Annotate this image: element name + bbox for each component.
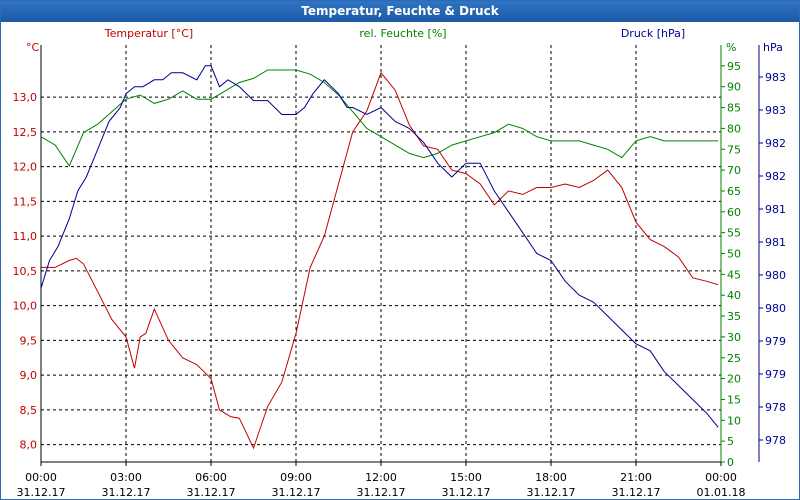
tick-label-time: 18:00 <box>535 471 567 484</box>
tick-label-temp: 12,0 <box>13 161 38 174</box>
tick-label-humidity: 35 <box>727 310 741 323</box>
tick-label-temp: 9,0 <box>20 369 38 382</box>
tick-label-pressure: 978 <box>765 401 786 414</box>
tick-label-humidity: 5 <box>727 435 734 448</box>
tick-label-humidity: 75 <box>727 143 741 156</box>
tick-label-date: 31.12.17 <box>612 486 661 499</box>
tick-label-date: 31.12.17 <box>17 486 66 499</box>
tick-label-date: 01.01.18 <box>697 486 746 499</box>
tick-label-humidity: 40 <box>727 289 741 302</box>
tick-label-date: 31.12.17 <box>102 486 151 499</box>
tick-label-pressure: 982 <box>765 137 786 150</box>
tick-label-time: 12:00 <box>365 471 397 484</box>
tick-label-humidity: 10 <box>727 414 741 427</box>
tick-label-humidity: 30 <box>727 331 741 344</box>
tick-label-humidity: 65 <box>727 185 741 198</box>
tick-label-humidity: 60 <box>727 206 741 219</box>
tick-label-pressure: 983 <box>765 104 786 117</box>
tick-label-humidity: 85 <box>727 102 741 115</box>
tick-label-date: 31.12.17 <box>272 486 321 499</box>
tick-label-pressure: 980 <box>765 269 786 282</box>
tick-label-temp: 8,5 <box>20 404 38 417</box>
tick-label-pressure: 982 <box>765 170 786 183</box>
tick-label-humidity: 55 <box>727 227 741 240</box>
tick-label-temp: 12,5 <box>13 126 38 139</box>
series-line-temp <box>41 71 719 450</box>
tick-label-temp: 13,0 <box>13 91 38 104</box>
window-title: Temperatur, Feuchte & Druck <box>1 1 799 22</box>
series-lines <box>40 65 719 450</box>
legend-temp: Temperatur [°C] <box>104 27 193 40</box>
legend-humidity: rel. Feuchte [%] <box>359 27 446 40</box>
tick-label-humidity: 95 <box>727 60 741 73</box>
tick-label-humidity: 80 <box>727 122 741 135</box>
ticks: 8,0 8,5 9,0 9,5 10,0 10,5 11,0 11,5 12,0 12,5 13,0… <box>13 60 787 499</box>
tick-label-temp: 11,0 <box>13 230 38 243</box>
tick-label-pressure: 979 <box>765 335 786 348</box>
tick-label-pressure: 983 <box>765 71 786 84</box>
tick-label-time: 00:00 <box>25 471 57 484</box>
tick-label-humidity: 70 <box>727 164 741 177</box>
tick-label-time: 00:00 <box>705 471 737 484</box>
tick-label-temp: 11,5 <box>13 195 38 208</box>
legend-pressure: Druck [hPa] <box>621 27 685 40</box>
tick-label-humidity: 45 <box>727 268 741 281</box>
tick-label-pressure: 981 <box>765 236 786 249</box>
tick-label-pressure: 981 <box>765 203 786 216</box>
tick-label-date: 31.12.17 <box>527 486 576 499</box>
tick-label-time: 09:00 <box>280 471 312 484</box>
tick-label-date: 31.12.17 <box>357 486 406 499</box>
tick-label-temp: 10,5 <box>13 265 38 278</box>
series-line-hum <box>40 69 719 167</box>
tick-label-pressure: 979 <box>765 368 786 381</box>
tick-label-humidity: 90 <box>727 81 741 94</box>
tick-label-humidity: 20 <box>727 373 741 386</box>
unit-humidity: % <box>726 41 736 54</box>
tick-label-humidity: 50 <box>727 248 741 261</box>
tick-label-time: 03:00 <box>110 471 142 484</box>
grid <box>41 45 721 462</box>
tick-label-time: 15:00 <box>450 471 482 484</box>
axes <box>40 45 760 463</box>
tick-label-time: 06:00 <box>195 471 227 484</box>
unit-temp: °C <box>26 41 40 54</box>
unit-pressure: hPa <box>763 41 783 54</box>
series-line-press <box>40 65 719 428</box>
tick-label-time: 21:00 <box>620 471 652 484</box>
tick-label-humidity: 15 <box>727 393 741 406</box>
tick-label-date: 31.12.17 <box>442 486 491 499</box>
tick-label-temp: 9,5 <box>20 334 38 347</box>
tick-label-humidity: 0 <box>727 456 734 469</box>
tick-label-temp: 8,0 <box>20 439 38 452</box>
tick-label-date: 31.12.17 <box>187 486 236 499</box>
tick-label-temp: 10,0 <box>13 300 38 313</box>
tick-label-pressure: 980 <box>765 302 786 315</box>
tick-label-pressure: 978 <box>765 434 786 447</box>
tick-label-humidity: 25 <box>727 352 741 365</box>
